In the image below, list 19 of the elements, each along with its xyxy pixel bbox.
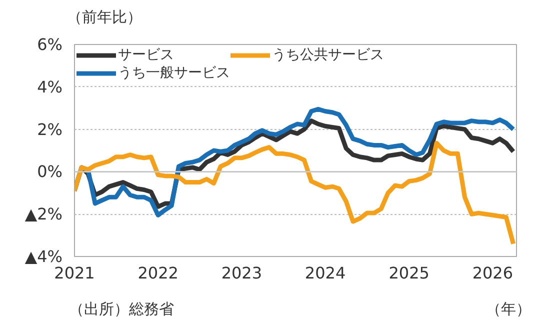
legend-label: サービス [118, 46, 174, 64]
x-tick-label: 2022 [138, 264, 178, 282]
x-tick-label: 2021 [54, 264, 95, 282]
x-axis-title: （年） [486, 299, 531, 320]
x-tick-label: 2023 [221, 264, 262, 282]
y-tick-label: 2% [37, 120, 63, 139]
x-tick-label: 2025 [388, 264, 430, 282]
y-tick-label: ▲2% [24, 204, 62, 224]
y-tick-label: 6% [37, 35, 63, 54]
x-tick-label: 2026 [472, 264, 514, 282]
x-tick-label: 2024 [304, 264, 346, 282]
y-axis-title: （前年比） [67, 7, 142, 28]
text: （出所）総務省 [69, 299, 174, 320]
y-tick-label: ▲4% [24, 247, 62, 266]
y-tick-label: 4% [37, 77, 63, 96]
legend-label: うち公共サービス [272, 46, 384, 64]
y-tick-label: 0% [37, 162, 63, 182]
line-series [74, 140, 516, 246]
legend-label: うち一般サービス [118, 64, 230, 82]
